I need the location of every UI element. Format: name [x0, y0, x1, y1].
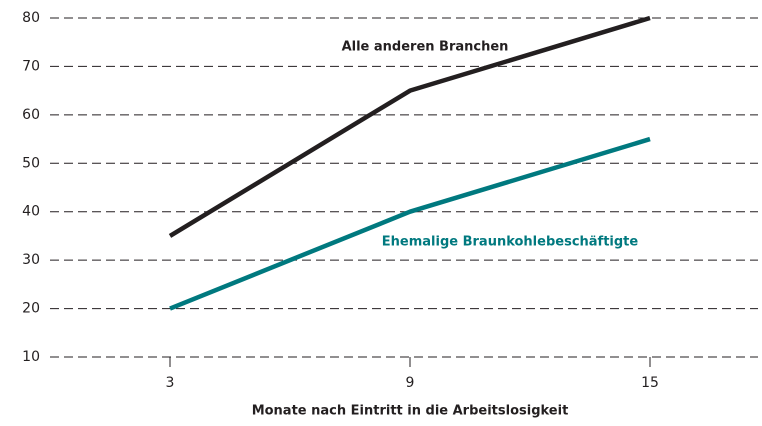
x-tick-label: 9 — [406, 375, 415, 391]
x-tick-label: 15 — [641, 375, 659, 391]
y-tick-label: 50 — [22, 155, 40, 171]
y-tick-label: 20 — [22, 301, 40, 317]
series-line — [169, 136, 651, 311]
x-axis-label: Monate nach Eintritt in die Arbeitslosig… — [252, 404, 569, 419]
y-tick-label: 30 — [22, 252, 40, 268]
x-tick-label: 3 — [166, 375, 175, 391]
y-tick-label: 10 — [22, 349, 40, 365]
series-line — [168, 15, 651, 238]
series-label: Ehemalige Braunkohlebeschäftigte — [382, 235, 639, 250]
y-tick-label: 70 — [22, 58, 40, 74]
y-tick-label: 80 — [22, 10, 40, 26]
y-tick-label: 60 — [22, 107, 40, 123]
series-label: Alle anderen Branchen — [342, 40, 509, 55]
y-tick-label: 40 — [22, 204, 40, 220]
